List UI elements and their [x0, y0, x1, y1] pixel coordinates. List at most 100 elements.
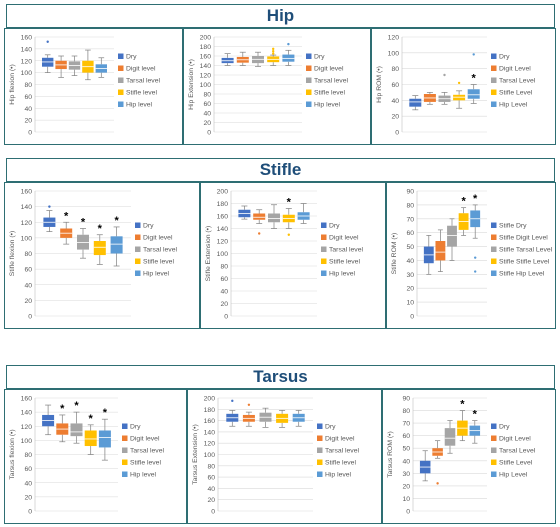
- legend-swatch: [321, 222, 327, 228]
- significance-star: *: [461, 196, 466, 208]
- legend-entry: Hip level: [126, 102, 153, 109]
- box-4: *: [470, 193, 481, 273]
- box-body: [253, 213, 266, 220]
- y-tick-label: 200: [204, 396, 216, 403]
- y-tick-label: 20: [406, 286, 414, 293]
- significance-star: *: [81, 217, 86, 229]
- legend-swatch: [491, 222, 497, 228]
- outlier-point: [48, 205, 51, 208]
- significance-star: *: [98, 223, 103, 235]
- box-0: [423, 235, 434, 275]
- box-body: [444, 428, 456, 446]
- legend-swatch: [321, 246, 327, 252]
- legend-swatch: [491, 471, 497, 477]
- legend-swatch: [135, 258, 141, 264]
- legend-swatch: [122, 423, 128, 429]
- y-tick-label: 60: [391, 82, 399, 89]
- y-tick-label: 40: [220, 289, 228, 296]
- y-tick-label: 40: [207, 486, 215, 493]
- legend-entry: Stifle level: [329, 259, 360, 266]
- legend-swatch: [135, 246, 141, 252]
- y-axis-label: Hip ROM (•): [376, 66, 383, 103]
- y-tick-label: 160: [204, 418, 216, 425]
- y-tick-label: 0: [28, 314, 32, 321]
- y-tick-label: 100: [388, 50, 400, 57]
- y-tick-label: 0: [211, 509, 215, 516]
- tarsus-rom-chart: 0 10 20 30 40 50 60 70 80 90 Tarsus ROM (•) * * Dry Di…: [382, 389, 556, 524]
- legend-swatch: [317, 471, 323, 477]
- box-3: *: [93, 223, 106, 265]
- legend-swatch: [306, 89, 312, 95]
- legend-entry: Dry: [126, 54, 137, 61]
- legend-swatch: [491, 77, 497, 83]
- legend-entry: Stifle level: [314, 90, 345, 97]
- box-3: [453, 81, 466, 109]
- y-tick-label: 60: [220, 276, 228, 283]
- y-tick-label: 140: [200, 63, 212, 70]
- y-tick-label: 60: [402, 433, 410, 440]
- y-tick-label: 160: [21, 189, 33, 196]
- legend-swatch: [122, 435, 128, 441]
- significance-star: *: [60, 403, 65, 415]
- legend-swatch: [491, 459, 497, 465]
- section-title-stifle: Stifle: [6, 158, 555, 182]
- y-tick-label: 40: [24, 480, 32, 487]
- legend-entry: Tarsal Level: [499, 78, 536, 85]
- legend-entry: Stifle Stifle Level: [499, 259, 550, 266]
- legend-swatch: [135, 270, 141, 276]
- legend-entry: Tarsal level: [130, 448, 164, 455]
- y-tick-label: 20: [391, 114, 399, 121]
- box-body: [110, 236, 123, 254]
- legend-entry: Hip Level: [499, 102, 528, 109]
- legend-swatch: [317, 459, 323, 465]
- box-body: [467, 89, 480, 99]
- legend-swatch: [135, 234, 141, 240]
- box-3: *: [282, 197, 295, 236]
- legend-swatch: [491, 258, 497, 264]
- y-tick-label: 10: [402, 496, 410, 503]
- outlier-point: [443, 73, 446, 77]
- y-axis-label: Hip flexion (•): [9, 64, 16, 105]
- legend-entry: Digit level: [325, 436, 355, 443]
- legend-entry: Digit Level: [499, 436, 531, 443]
- y-tick-label: 40: [203, 111, 211, 118]
- legend-swatch: [306, 101, 312, 107]
- legend-entry: Stifle level: [130, 460, 161, 467]
- box-1: [236, 51, 249, 66]
- tarsus-extension-chart: 0 20 40 60 80 100 120 140 160 180 200 Tarsus Extens…: [187, 389, 382, 524]
- y-tick-label: 40: [406, 258, 414, 265]
- legend-entry: Stifle Level: [499, 460, 533, 467]
- legend-entry: Stifle Dry: [499, 223, 527, 230]
- y-tick-label: 180: [217, 201, 229, 208]
- hip-extension-chart: 0 20 40 60 80 100 120 140 160 180 200 Hip Extension…: [183, 28, 371, 145]
- significance-star: *: [64, 210, 69, 222]
- box-4: *: [98, 407, 111, 461]
- outlier-point: [46, 40, 49, 43]
- y-tick-label: 30: [406, 272, 414, 279]
- box-3: *: [457, 399, 468, 442]
- y-tick-label: 60: [24, 466, 32, 473]
- y-tick-label: 60: [24, 267, 32, 274]
- legend-entry: Digit level: [143, 235, 173, 242]
- legend-swatch: [491, 89, 497, 95]
- legend-swatch: [122, 459, 128, 465]
- box-2: *: [70, 400, 83, 444]
- y-tick-label: 80: [406, 202, 414, 209]
- y-tick-label: 120: [204, 441, 216, 448]
- y-tick-label: 20: [24, 118, 32, 125]
- y-tick-label: 20: [402, 483, 410, 490]
- y-tick-label: 160: [200, 54, 212, 61]
- hip-rom-chart: 0 20 40 60 80 100 120 Hip ROM (•) * Dry Digit Leve…: [371, 28, 556, 145]
- y-tick-label: 40: [24, 106, 32, 113]
- legend-swatch: [118, 101, 124, 107]
- y-tick-label: 100: [200, 82, 212, 89]
- y-tick-label: 80: [24, 82, 32, 89]
- box-1: [423, 92, 436, 105]
- legend-swatch: [118, 53, 124, 59]
- box-2: [268, 204, 280, 229]
- y-tick-label: 50: [406, 244, 414, 251]
- box-3: [267, 47, 280, 66]
- box-4: [297, 203, 310, 224]
- box-body: [447, 225, 457, 247]
- legend-entry: Stifle level: [143, 259, 174, 266]
